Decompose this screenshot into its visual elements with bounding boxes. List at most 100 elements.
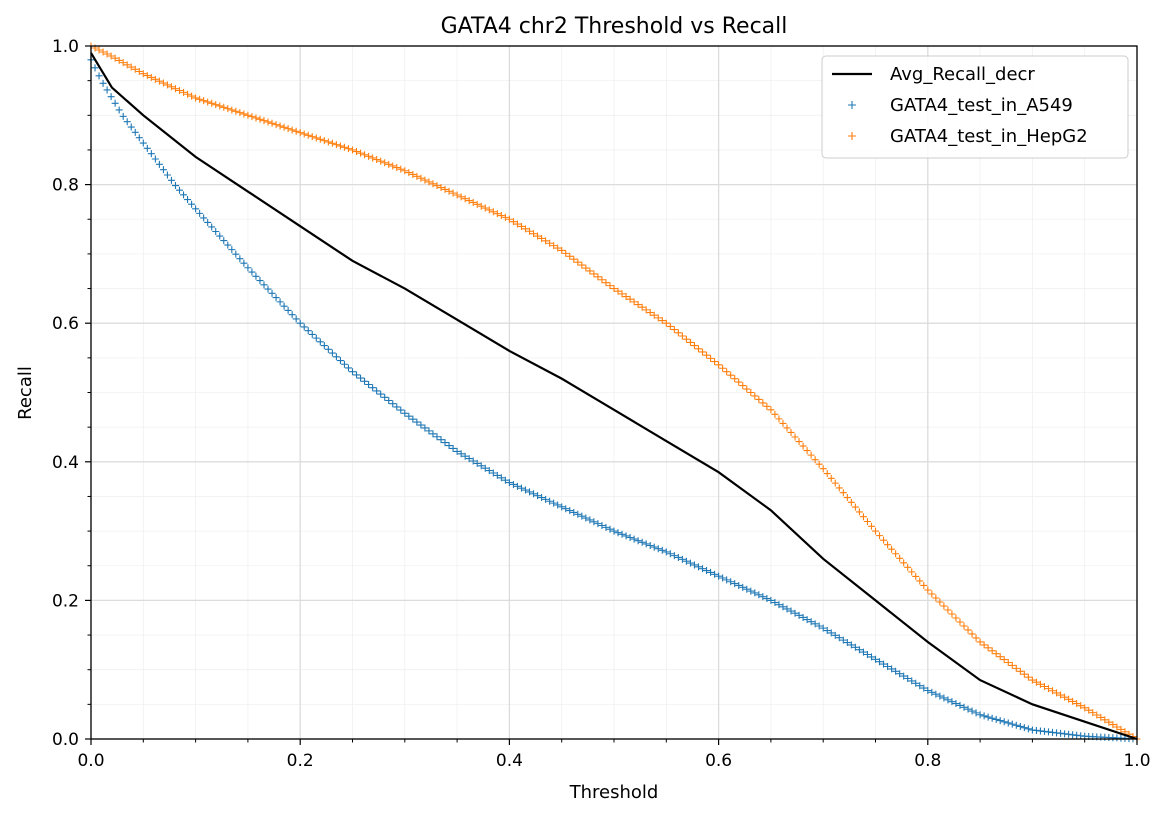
data-point <box>405 169 413 177</box>
data-point <box>711 358 719 366</box>
data-point <box>920 581 928 589</box>
data-point <box>711 570 719 578</box>
data-point <box>678 555 686 563</box>
data-point <box>694 563 702 571</box>
data-point <box>815 622 823 630</box>
data-point <box>445 187 453 195</box>
data-point <box>252 272 260 280</box>
data-point <box>304 131 312 139</box>
data-point <box>220 103 228 111</box>
data-point <box>196 209 204 217</box>
data-point <box>1004 659 1012 667</box>
data-point <box>690 342 698 350</box>
data-point <box>248 113 256 121</box>
data-point <box>594 273 602 281</box>
data-point <box>606 525 614 533</box>
data-point <box>602 279 610 287</box>
data-point <box>1016 667 1024 675</box>
data-point <box>320 342 328 350</box>
data-point <box>236 109 244 117</box>
data-point <box>952 700 960 708</box>
data-point <box>240 110 248 118</box>
data-point <box>336 357 344 365</box>
data-point <box>123 61 131 69</box>
data-point <box>538 234 546 242</box>
data-point <box>715 361 723 369</box>
data-point <box>200 214 208 222</box>
data-point <box>111 99 119 107</box>
chart-title: GATA4 chr2 Threshold vs Recall <box>441 14 788 39</box>
data-point <box>369 154 377 162</box>
y-tick-label: 0.4 <box>52 453 79 473</box>
data-point <box>417 174 425 182</box>
data-point <box>184 196 192 204</box>
data-point <box>147 73 155 81</box>
data-point <box>960 703 968 711</box>
data-point <box>558 246 566 254</box>
data-point <box>819 624 827 632</box>
data-point <box>437 436 445 444</box>
data-point <box>956 701 964 709</box>
y-tick-label: 0.8 <box>52 176 79 196</box>
data-point <box>570 255 578 263</box>
data-point <box>284 125 292 133</box>
data-point <box>300 323 308 331</box>
data-point <box>538 494 546 502</box>
data-point <box>489 469 497 477</box>
data-point <box>159 79 167 87</box>
data-point <box>232 250 240 258</box>
data-point <box>385 396 393 404</box>
data-point <box>924 586 932 594</box>
data-point <box>630 535 638 543</box>
data-point <box>1097 713 1105 721</box>
data-point <box>755 591 763 599</box>
data-point <box>1024 725 1032 733</box>
data-point <box>280 302 288 310</box>
data-point <box>196 95 204 103</box>
data-point <box>1077 702 1085 710</box>
data-point <box>1089 709 1097 717</box>
data-point <box>578 261 586 269</box>
data-point <box>1117 725 1125 733</box>
data-point <box>204 218 212 226</box>
data-point <box>208 223 216 231</box>
data-point <box>586 516 594 524</box>
data-point <box>328 349 336 357</box>
data-point <box>888 665 896 673</box>
data-point <box>948 698 956 706</box>
data-point <box>373 387 381 395</box>
data-point <box>554 244 562 252</box>
data-point <box>292 127 300 135</box>
data-point <box>610 285 618 293</box>
data-point <box>703 567 711 575</box>
data-point <box>823 627 831 635</box>
x-tick-label: 1.0 <box>1123 751 1150 771</box>
data-point <box>723 576 731 584</box>
data-point <box>513 482 521 490</box>
data-point <box>188 92 196 100</box>
data-point <box>763 402 771 410</box>
data-point <box>731 580 739 588</box>
data-point <box>642 540 650 548</box>
data-point <box>1020 670 1028 678</box>
data-point <box>940 694 948 702</box>
data-point <box>892 667 900 675</box>
data-point <box>550 242 558 250</box>
data-point <box>646 541 654 549</box>
data-point <box>288 311 296 319</box>
data-point <box>960 622 968 630</box>
data-point <box>658 317 666 325</box>
data-point <box>795 611 803 619</box>
data-point <box>956 618 964 626</box>
legend-label: Avg_Recall_decr <box>890 64 1035 85</box>
data-point <box>377 390 385 398</box>
data-point <box>493 471 501 479</box>
data-point <box>855 508 863 516</box>
legend-swatch <box>848 132 856 140</box>
data-point <box>912 572 920 580</box>
data-point <box>481 204 489 212</box>
data-point <box>634 301 642 309</box>
data-point <box>996 653 1004 661</box>
data-point <box>972 634 980 642</box>
data-point <box>151 155 159 163</box>
